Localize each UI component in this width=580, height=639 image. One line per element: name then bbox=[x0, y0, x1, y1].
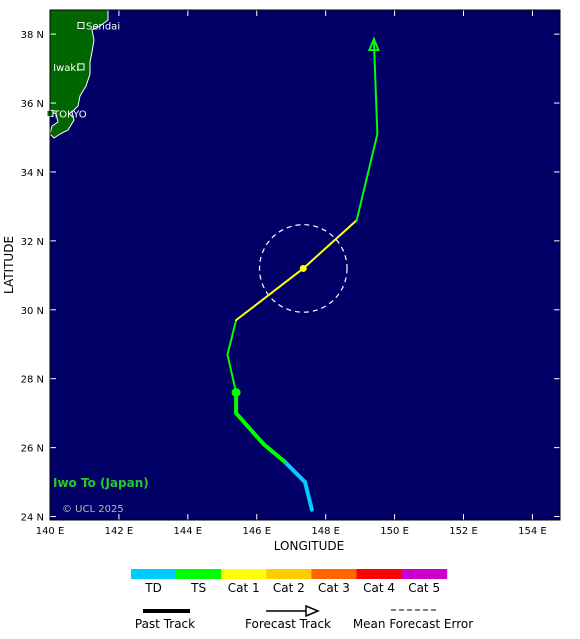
area-label: Iwo To (Japan) bbox=[53, 476, 149, 490]
mean-error-label: Mean Forecast Error bbox=[353, 617, 473, 631]
past-track-segment bbox=[261, 442, 287, 464]
category-swatch bbox=[311, 569, 357, 579]
axis-ticks bbox=[49, 10, 560, 520]
category-label: Cat 4 bbox=[363, 581, 395, 595]
forecast-arrow-head bbox=[367, 36, 380, 52]
forecast-track-segment bbox=[355, 133, 379, 222]
category-swatch bbox=[176, 569, 222, 579]
plot-frame bbox=[49, 9, 561, 521]
category-label: Cat 1 bbox=[228, 581, 260, 595]
lat-tick-label: 28 N bbox=[21, 375, 44, 386]
lon-tick-label: 148 E bbox=[311, 526, 340, 537]
category-swatch bbox=[221, 569, 267, 579]
longitude-tick-labels: 140 E 142 E 144 E 146 E 148 E 150 E 152 E 154 E bbox=[36, 526, 547, 537]
lon-tick-label: 152 E bbox=[449, 526, 478, 537]
past-track-label: Past Track bbox=[135, 617, 195, 631]
mean-forecast-error-circle bbox=[258, 224, 348, 313]
category-labels: TD TS Cat 1 Cat 2 Cat 3 Cat 4 Cat 5 bbox=[144, 581, 440, 595]
category-swatch bbox=[131, 569, 177, 579]
x-axis-title: LONGITUDE bbox=[274, 539, 344, 553]
current-position-marker bbox=[231, 388, 241, 397]
lon-tick-label: 146 E bbox=[242, 526, 271, 537]
category-swatch bbox=[401, 569, 448, 579]
latitude-tick-labels: 24 N 26 N 28 N 30 N 32 N 34 N 36 N 38 N bbox=[21, 30, 44, 523]
category-swatch bbox=[356, 569, 403, 579]
lat-tick-label: 30 N bbox=[21, 306, 44, 317]
forecast-track-segment bbox=[226, 353, 238, 394]
forecast-track-label: Forecast Track bbox=[245, 617, 331, 631]
category-swatch bbox=[266, 569, 312, 579]
city-marker-icon bbox=[77, 22, 85, 30]
lon-tick-label: 150 E bbox=[380, 526, 409, 537]
lon-tick-label: 154 E bbox=[518, 526, 547, 537]
past-track-segment bbox=[234, 411, 266, 447]
city-label: TOKYO bbox=[52, 109, 87, 120]
category-label: Cat 5 bbox=[408, 581, 440, 595]
lon-tick-label: 140 E bbox=[36, 526, 65, 537]
category-label: Cat 3 bbox=[318, 581, 350, 595]
city-label: Sendai bbox=[86, 22, 120, 33]
forecast-track-segment bbox=[372, 40, 379, 136]
lat-tick-label: 32 N bbox=[21, 237, 44, 248]
copyright-text: © UCL 2025 bbox=[62, 504, 124, 515]
past-track-segment bbox=[282, 459, 307, 485]
ocean-background bbox=[50, 10, 560, 520]
forecast-track-segment bbox=[226, 319, 238, 356]
category-label: Cat 2 bbox=[273, 581, 305, 595]
lat-tick-label: 38 N bbox=[21, 30, 44, 41]
lat-tick-label: 36 N bbox=[21, 99, 44, 110]
y-axis-title: LATITUDE bbox=[2, 236, 16, 294]
category-label: TD bbox=[144, 581, 162, 595]
forecast-track-sample-arrow-icon bbox=[305, 604, 320, 618]
forecast-position-marker bbox=[299, 264, 307, 272]
past-track-segment bbox=[303, 480, 314, 512]
category-color-bar bbox=[131, 569, 448, 579]
japan-coastline-land bbox=[50, 10, 109, 139]
lat-tick-label: 26 N bbox=[21, 444, 44, 455]
city-label: Iwaki bbox=[53, 63, 79, 74]
lon-tick-label: 144 E bbox=[174, 526, 203, 537]
forecast-track-segment bbox=[235, 267, 305, 322]
lat-tick-label: 34 N bbox=[21, 168, 44, 179]
lon-tick-label: 142 E bbox=[105, 526, 134, 537]
category-label: TS bbox=[190, 581, 206, 595]
forecast-track-segment bbox=[302, 219, 358, 270]
city-marker-icon bbox=[77, 63, 85, 71]
lat-tick-label: 24 N bbox=[21, 513, 44, 524]
